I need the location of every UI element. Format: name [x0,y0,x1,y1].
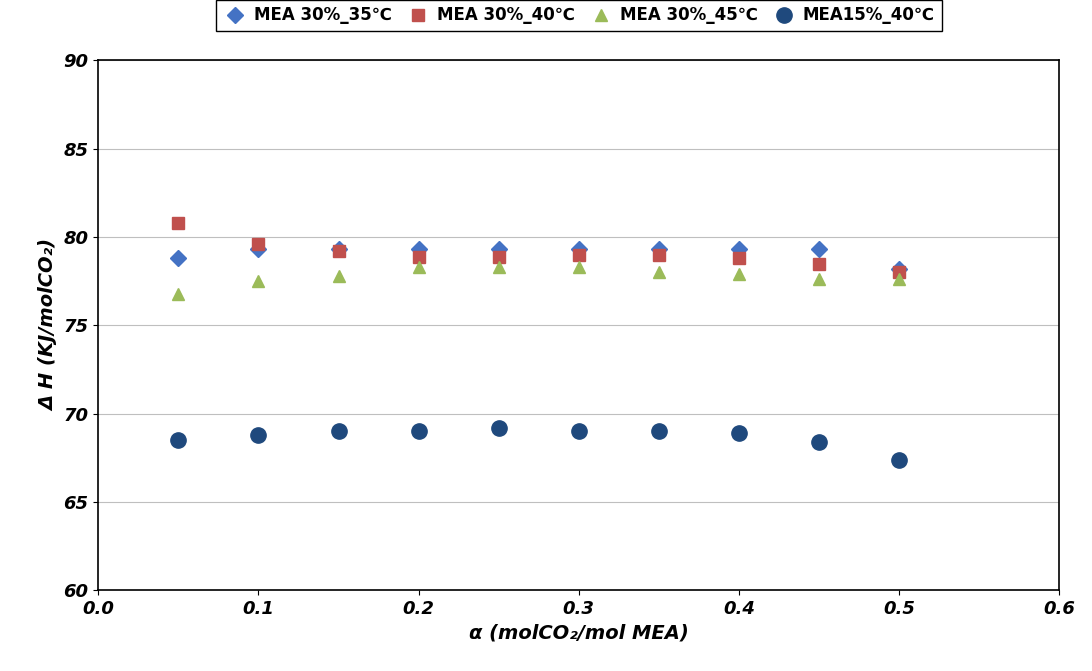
MEA 30%_35℃ [812,246,826,254]
MEA 30%_35℃ [252,246,265,254]
MEA 30%_45℃ [572,263,585,271]
MEA 30%_45℃ [492,263,506,271]
MEA 30%_40℃ [412,252,425,260]
MEA 30%_35℃ [733,246,746,254]
MEA 30%_40℃ [892,268,905,276]
MEA 30%_35℃ [332,246,345,254]
MEA 30%_40℃ [252,240,265,248]
MEA 30%_40℃ [572,251,585,259]
MEA15%_40℃ [332,427,345,435]
MEA 30%_40℃ [812,260,826,268]
X-axis label: α (molCO₂/mol MEA): α (molCO₂/mol MEA) [468,624,689,643]
MEA 30%_45℃ [812,276,826,284]
Legend: MEA 30%_35℃, MEA 30%_40℃, MEA 30%_45℃, MEA15%_40℃: MEA 30%_35℃, MEA 30%_40℃, MEA 30%_45℃, M… [216,0,941,31]
MEA 30%_45℃ [252,277,265,285]
MEA 30%_35℃ [572,246,585,254]
MEA15%_40℃ [171,436,185,444]
MEA 30%_45℃ [412,263,425,271]
MEA 30%_35℃ [892,265,905,273]
MEA15%_40℃ [733,429,746,437]
MEA 30%_45℃ [892,276,905,284]
Line: MEA 30%_35℃: MEA 30%_35℃ [173,244,904,274]
MEA15%_40℃ [892,456,905,464]
MEA15%_40℃ [252,431,265,439]
MEA 30%_40℃ [733,254,746,262]
MEA 30%_35℃ [652,246,665,254]
MEA15%_40℃ [492,424,506,432]
MEA 30%_45℃ [171,290,185,298]
Y-axis label: Δ H (KJ/molCO₂): Δ H (KJ/molCO₂) [39,240,58,411]
MEA 30%_35℃ [412,246,425,254]
MEA 30%_45℃ [332,272,345,280]
MEA15%_40℃ [412,427,425,435]
MEA15%_40℃ [812,438,826,446]
Line: MEA 30%_40℃: MEA 30%_40℃ [173,217,904,278]
Line: MEA15%_40℃: MEA15%_40℃ [170,420,906,468]
MEA15%_40℃ [652,427,665,435]
MEA 30%_45℃ [652,268,665,276]
MEA15%_40℃ [572,427,585,435]
MEA 30%_40℃ [332,247,345,255]
MEA 30%_45℃ [733,270,746,278]
MEA 30%_35℃ [492,246,506,254]
Line: MEA 30%_45℃: MEA 30%_45℃ [173,261,905,300]
MEA 30%_35℃ [171,254,185,262]
MEA 30%_40℃ [492,252,506,260]
MEA 30%_40℃ [171,219,185,227]
MEA 30%_40℃ [652,251,665,259]
